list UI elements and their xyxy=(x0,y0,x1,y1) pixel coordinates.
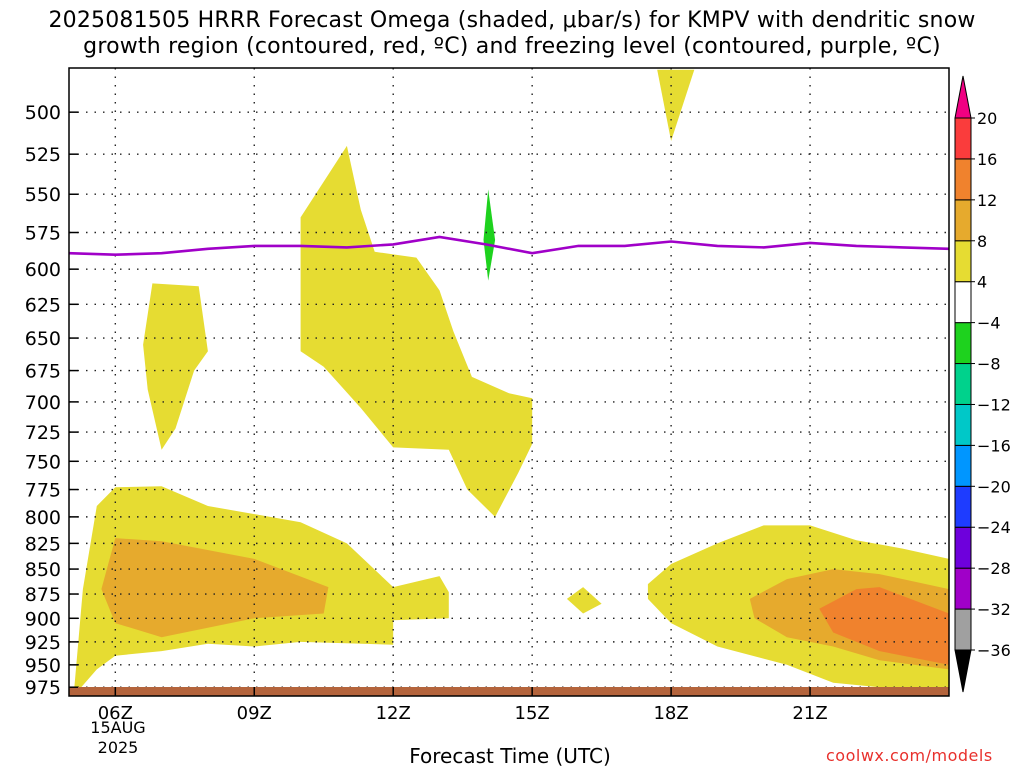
title-line-1: 2025081505 HRRR Forecast Omega (shaded, … xyxy=(48,8,976,33)
colorbar-seg-13 xyxy=(954,117,972,160)
colorbar-bottom-arrow xyxy=(954,649,972,693)
xtick-label-18: 18Z xyxy=(653,703,688,724)
xtick-label-21: 21Z xyxy=(792,703,827,724)
colorbar-seg-9 xyxy=(954,281,972,324)
ytick-label-650: 650 xyxy=(25,328,61,350)
ytick-label-525: 525 xyxy=(25,144,61,166)
ytick-label-875: 875 xyxy=(25,584,61,606)
ytick-label-825: 825 xyxy=(25,533,61,555)
omega-region-3 xyxy=(300,145,533,517)
ytick-label-850: 850 xyxy=(25,559,61,581)
colorbar-label-2: 12 xyxy=(977,191,997,210)
ytick-label-725: 725 xyxy=(25,422,61,444)
xtick-label-6: 06Z xyxy=(98,703,133,724)
chart-title: 2025081505 HRRR Forecast Omega (shaded, … xyxy=(0,8,1024,60)
colorbar-top-arrow xyxy=(954,75,972,119)
ytick-label-925: 925 xyxy=(25,632,61,654)
colorbar-seg-3 xyxy=(954,526,972,569)
colorbar-seg-2 xyxy=(954,567,972,610)
ytick-label-550: 550 xyxy=(25,184,61,206)
ytick-label-700: 700 xyxy=(25,392,61,414)
colorbar-seg-8 xyxy=(954,322,972,365)
ytick-label-950: 950 xyxy=(25,655,61,677)
xtick-label-9: 09Z xyxy=(237,703,272,724)
plot-area xyxy=(68,68,950,696)
colorbar-label-10: −24 xyxy=(977,518,1011,537)
ytick-label-800: 800 xyxy=(25,507,61,529)
ytick-label-575: 575 xyxy=(25,223,61,245)
colorbar-label-13: −36 xyxy=(977,641,1011,660)
colorbar-seg-11 xyxy=(954,199,972,242)
omega-region-5 xyxy=(657,69,695,141)
colorbar-label-3: 8 xyxy=(977,232,987,251)
colorbar-label-6: −8 xyxy=(977,355,1001,374)
colorbar-label-12: −32 xyxy=(977,600,1011,619)
colorbar-seg-10 xyxy=(954,240,972,283)
colorbar-seg-7 xyxy=(954,363,972,405)
freezing-level-line xyxy=(68,235,950,257)
colorbar-seg-12 xyxy=(954,158,972,201)
date-day-label: 15AUG xyxy=(90,718,146,737)
ytick-label-500: 500 xyxy=(25,102,61,124)
ground-band xyxy=(69,687,949,696)
x-axis-label: Forecast Time (UTC) xyxy=(409,744,611,768)
colorbar-label-9: −20 xyxy=(977,477,1011,496)
colorbar-seg-4 xyxy=(954,485,972,528)
ytick-label-625: 625 xyxy=(25,294,61,316)
colorbar-seg-5 xyxy=(954,444,972,487)
ytick-label-900: 900 xyxy=(25,608,61,630)
plot-frame xyxy=(68,67,950,697)
colorbar-label-8: −16 xyxy=(977,436,1011,455)
omega-region-2 xyxy=(143,283,208,450)
colorbar-label-4: 4 xyxy=(977,273,987,292)
credit-link[interactable]: coolwx.com/models xyxy=(826,746,993,765)
ytick-label-975: 975 xyxy=(25,677,61,699)
colorbar-seg-1 xyxy=(954,608,972,651)
ytick-label-750: 750 xyxy=(25,451,61,473)
ytick-label-775: 775 xyxy=(25,480,61,502)
omega-region-6 xyxy=(566,587,602,614)
omega-region-9 xyxy=(819,587,949,665)
colorbar-label-5: −4 xyxy=(977,314,1001,333)
title-line-2: growth region (contoured, red, ºC) and f… xyxy=(83,34,941,59)
omega-region-1 xyxy=(101,538,329,638)
date-year-label: 2025 xyxy=(97,738,139,757)
ytick-label-675: 675 xyxy=(25,361,61,383)
colorbar-label-11: −28 xyxy=(977,559,1011,578)
colorbar-label-0: 20 xyxy=(977,109,997,128)
xtick-label-12: 12Z xyxy=(376,703,411,724)
omega-region-4 xyxy=(483,189,496,281)
colorbar-label-7: −12 xyxy=(977,395,1011,414)
ytick-label-600: 600 xyxy=(25,259,61,281)
xtick-label-15: 15Z xyxy=(515,703,550,724)
colorbar: 20 16 12 8 4 −4 −8 −12 −16 −20 −24 −28 −32 −36 xyxy=(954,75,1011,693)
colorbar-label-1: 16 xyxy=(977,150,997,169)
colorbar-seg-6 xyxy=(954,403,972,446)
